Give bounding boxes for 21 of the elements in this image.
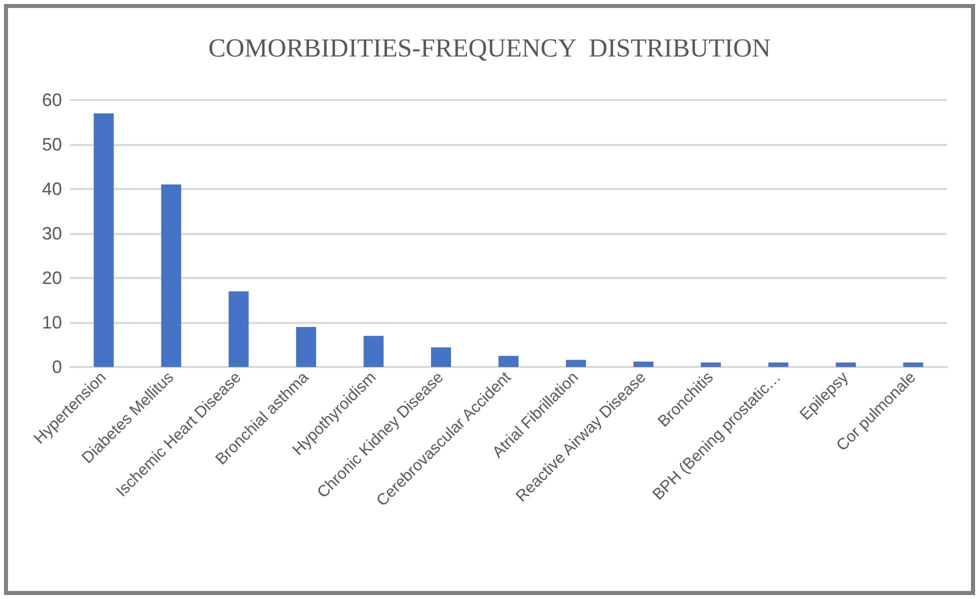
bar [431, 347, 452, 367]
y-tick-label: 20 [42, 268, 62, 288]
bar [700, 362, 721, 367]
bar [498, 356, 518, 367]
y-tick-label: 50 [42, 134, 62, 154]
bar [94, 113, 114, 367]
bar [566, 360, 586, 367]
y-tick-label: 40 [42, 179, 62, 199]
bar [364, 336, 384, 367]
y-tick-label: 10 [42, 312, 62, 332]
y-tick-label: 0 [52, 357, 62, 377]
bar [836, 362, 856, 367]
chart-title: COMORBIDITIES-FREQUENCY DISTRIBUTION [208, 34, 771, 62]
bar [633, 362, 654, 367]
bar [768, 362, 788, 367]
y-tick-label: 60 [42, 90, 62, 110]
y-tick-label: 30 [42, 224, 62, 244]
bar [161, 184, 182, 367]
bar [228, 291, 249, 367]
bar [903, 362, 924, 367]
bar [296, 326, 316, 367]
